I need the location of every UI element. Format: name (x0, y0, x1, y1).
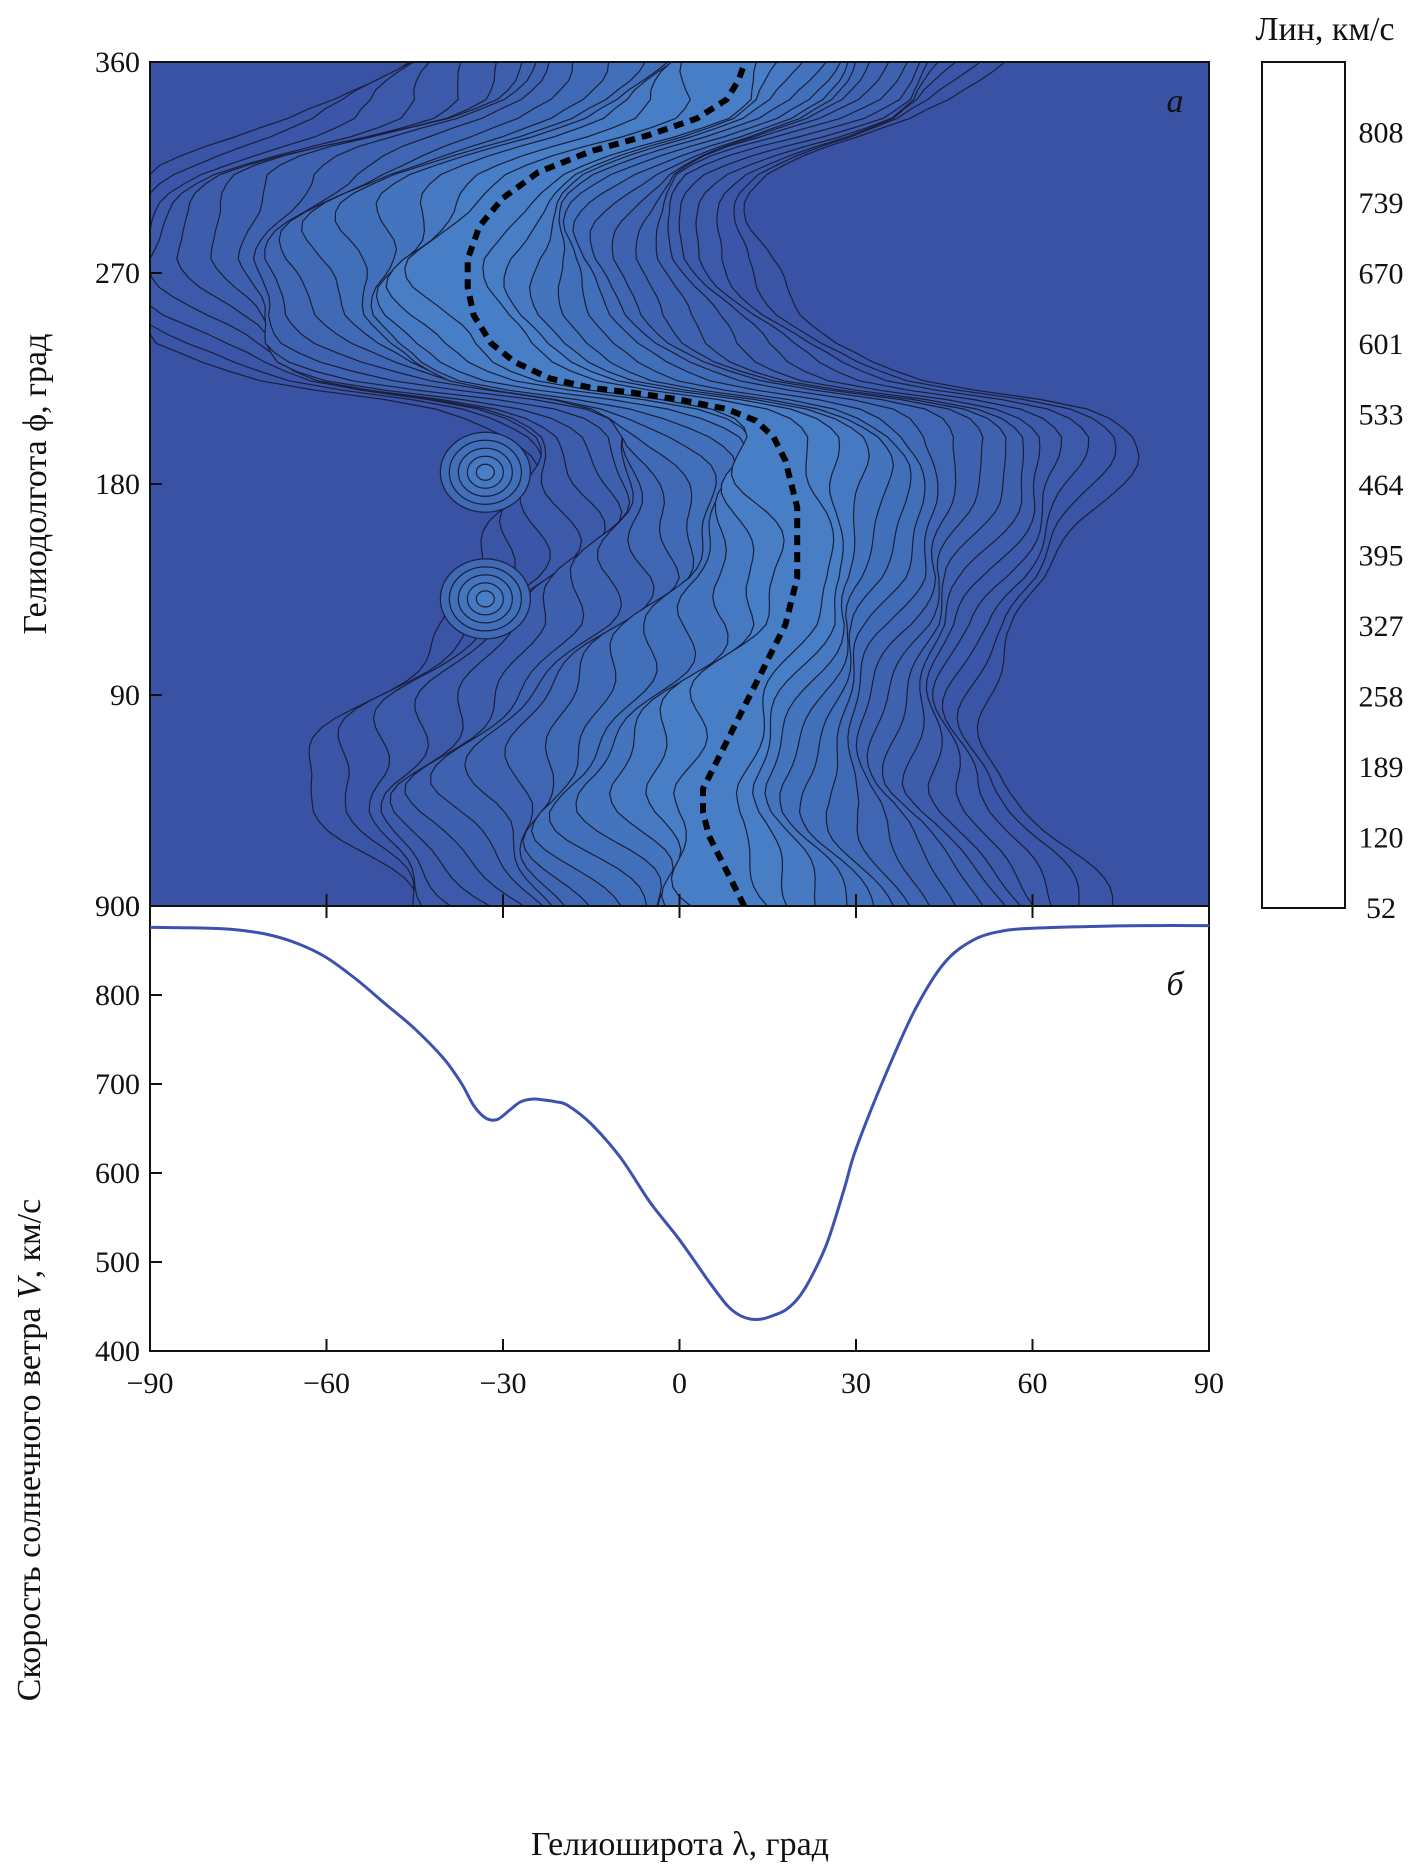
contour-island-0-1 (475, 463, 495, 481)
panel-a-axes: 0 90 180 270 360 (95, 46, 1210, 923)
colorbar-label-8: 258 (1359, 681, 1404, 714)
contour-band-1 (404, 62, 835, 906)
contour-field (150, 62, 1209, 906)
panel-b-ylabel: Скорость солнечного ветра V, км/с (11, 1199, 48, 1701)
neutral-line (464, 63, 801, 906)
x-tick-label-b-3: 0 (672, 1367, 687, 1400)
y-tick-label-b-0: 400 (95, 1335, 140, 1368)
ylabel-part-3: , км/с (11, 1199, 48, 1279)
contour-bands (150, 62, 1140, 906)
panel-a-label: а (1167, 83, 1184, 120)
colorbar-label-2: 670 (1359, 258, 1404, 291)
colorbar-label-9: 189 (1359, 751, 1404, 784)
panel-a-ylabel: Гелиодолгота ϕ, град (17, 334, 54, 635)
colorbar-label-0: 808 (1359, 117, 1404, 150)
y-tick-label-a-2: 180 (95, 468, 140, 501)
colorbar-label-10: 120 (1359, 822, 1404, 855)
colorbar-frame (1261, 61, 1346, 909)
x-tick-label-b-4: 30 (841, 1367, 871, 1400)
colorbar-labels: 808 739 670 601 533 464 395 327 258 189 120 52 (1359, 117, 1404, 926)
speed-line (149, 924, 1210, 1321)
colorbar-label-7: 327 (1359, 610, 1404, 643)
colorbar-label-5: 464 (1359, 469, 1404, 502)
ylabel-part-1: Скорость солнечного ветра (11, 1299, 48, 1701)
x-tick-label-b-6: 90 (1194, 1367, 1224, 1400)
panel-b-axes: 400 500 600 700 800 900 −90 −60 −30 0 30 60 90 (95, 890, 1224, 1400)
panel-b: 400 500 600 700 800 900 −90 −60 −30 0 30 60 90 б Гел… (11, 890, 1224, 1863)
colorbar: Лин, км/с 808 739 670 601 533 464 395 327 258 189… (1255, 11, 1403, 925)
panel-b-frame (149, 905, 1210, 1352)
y-tick-label-b-3: 700 (95, 1068, 140, 1101)
y-tick-label-a-4: 360 (95, 46, 140, 79)
y-tick-label-b-2: 600 (95, 1157, 140, 1190)
colorbar-label-11: 52 (1366, 892, 1396, 925)
x-tick-label-b-2: −30 (480, 1367, 527, 1400)
y-tick-label-b-4: 800 (95, 979, 140, 1012)
colorbar-label-6: 395 (1359, 540, 1404, 573)
x-tick-label-b-5: 60 (1018, 1367, 1048, 1400)
colorbar-label-3: 601 (1359, 328, 1404, 361)
y-tick-label-a-1: 90 (110, 679, 140, 712)
contour-island-1-1 (475, 590, 495, 608)
panel-b-label: б (1166, 966, 1185, 1003)
colorbar-label-4: 533 (1359, 399, 1404, 432)
y-tick-label-b-1: 500 (95, 1246, 140, 1279)
y-tick-label-a-3: 270 (95, 257, 140, 290)
y-tick-label-a-0: 0 (125, 890, 140, 923)
x-tick-label-b-0: −90 (127, 1367, 174, 1400)
colorbar-label-1: 739 (1359, 187, 1404, 220)
colorbar-title: Лин, км/с (1255, 11, 1394, 48)
panel-a: 0 90 180 270 360 а Гелиодолгота ϕ, град (17, 46, 1210, 923)
y-tick-label-b-5: 900 (95, 890, 140, 923)
x-tick-label-b-1: −60 (303, 1367, 350, 1400)
neutral-line-path (464, 63, 801, 906)
panel-b-xlabel: Гелиоширота λ, град (531, 1826, 829, 1863)
